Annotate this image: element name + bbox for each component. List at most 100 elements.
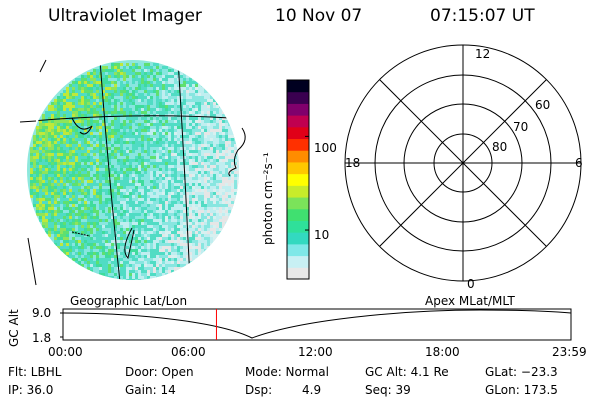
image-pixel [72,213,75,216]
image-pixel [48,219,51,222]
image-pixel [183,129,186,132]
image-pixel [159,225,162,228]
image-pixel [75,237,78,240]
image-pixel [75,174,78,177]
image-pixel [51,129,54,132]
image-pixel [123,90,126,93]
image-pixel [171,237,174,240]
image-pixel [114,189,117,192]
image-pixel [195,216,198,219]
image-pixel [123,168,126,171]
image-pixel [210,240,213,243]
image-pixel [177,96,180,99]
image-pixel [93,135,96,138]
image-pixel [129,117,132,120]
image-pixel [54,138,57,141]
image-pixel [180,138,183,141]
image-pixel [192,186,195,189]
image-pixel [102,138,105,141]
image-pixel [84,153,87,156]
image-pixel [93,219,96,222]
image-pixel [39,159,42,162]
image-pixel [201,237,204,240]
colorbar-segment [287,126,309,140]
image-pixel [78,162,81,165]
image-pixel [213,141,216,144]
image-pixel [33,195,36,198]
image-pixel [126,66,129,69]
image-pixel [111,246,114,249]
image-pixel [123,165,126,168]
image-pixel [60,147,63,150]
image-pixel [204,132,207,135]
image-pixel [141,276,144,279]
glat-status: GLat: −23.3 [485,365,558,379]
image-pixel [63,141,66,144]
image-pixel [93,240,96,243]
image-pixel [57,120,60,123]
image-pixel [147,75,150,78]
image-pixel [126,138,129,141]
image-pixel [66,153,69,156]
image-pixel [99,90,102,93]
image-pixel [102,84,105,87]
image-pixel [135,120,138,123]
image-pixel [147,204,150,207]
image-pixel [114,63,117,66]
image-pixel [162,270,165,273]
image-pixel [135,174,138,177]
image-pixel [213,168,216,171]
image-pixel [183,210,186,213]
image-pixel [156,201,159,204]
image-pixel [105,204,108,207]
image-pixel [201,132,204,135]
image-pixel [51,123,54,126]
image-pixel [135,129,138,132]
image-pixel [99,99,102,102]
image-pixel [150,144,153,147]
image-pixel [87,111,90,114]
image-pixel [222,204,225,207]
image-pixel [114,168,117,171]
image-pixel [78,96,81,99]
image-pixel [117,117,120,120]
image-pixel [63,252,66,255]
image-pixel [66,240,69,243]
image-pixel [141,132,144,135]
image-pixel [177,186,180,189]
image-pixel [168,270,171,273]
image-pixel [87,177,90,180]
image-pixel [171,123,174,126]
gc-alt-status: GC Alt: 4.1 Re [365,365,449,379]
image-pixel [216,192,219,195]
image-pixel [81,213,84,216]
image-pixel [72,141,75,144]
image-pixel [93,231,96,234]
image-pixel [78,243,81,246]
image-pixel [231,177,234,180]
image-pixel [168,219,171,222]
image-pixel [207,246,210,249]
image-pixel [174,192,177,195]
image-pixel [231,162,234,165]
image-pixel [108,222,111,225]
image-pixel [114,111,117,114]
image-pixel [123,258,126,261]
image-pixel [216,120,219,123]
image-pixel [219,210,222,213]
image-pixel [63,192,66,195]
timeline-y-bottom: 1.8 [32,331,52,345]
image-pixel [144,87,147,90]
image-pixel [135,138,138,141]
image-pixel [210,195,213,198]
image-pixel [135,261,138,264]
image-pixel [111,93,114,96]
image-pixel [234,189,237,192]
image-pixel [189,144,192,147]
image-pixel [63,120,66,123]
image-pixel [222,165,225,168]
image-pixel [153,165,156,168]
image-pixel [87,210,90,213]
image-pixel [183,108,186,111]
image-pixel [45,183,48,186]
